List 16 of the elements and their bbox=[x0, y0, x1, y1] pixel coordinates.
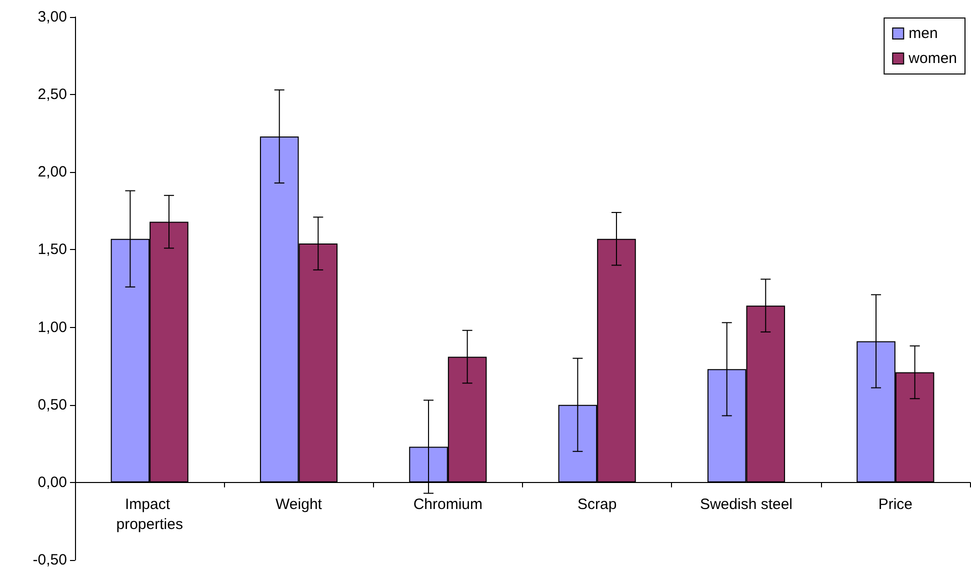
x-tick-label: Impact properties bbox=[116, 496, 183, 533]
x-tick-label: Weight bbox=[276, 496, 323, 513]
y-tick-label: 1,00 bbox=[38, 318, 67, 336]
y-tick-label: 2,00 bbox=[38, 164, 67, 181]
x-tick-label: Price bbox=[878, 496, 913, 513]
legend-label: women bbox=[908, 50, 958, 67]
y-tick-label: -0,50 bbox=[32, 552, 67, 568]
y-tick-label: 1,50 bbox=[38, 241, 67, 258]
legend-label: men bbox=[908, 25, 938, 42]
y-tick-label: 2,50 bbox=[38, 86, 67, 104]
x-tick-label: Scrap bbox=[577, 496, 617, 513]
y-tick-label: 0,50 bbox=[38, 396, 67, 414]
y-tick-label: 0,00 bbox=[38, 474, 67, 491]
y-tick-label: 3,00 bbox=[38, 8, 67, 26]
x-tick-label: Swedish steel bbox=[700, 496, 793, 513]
x-tick-label: Chromium bbox=[413, 496, 483, 513]
